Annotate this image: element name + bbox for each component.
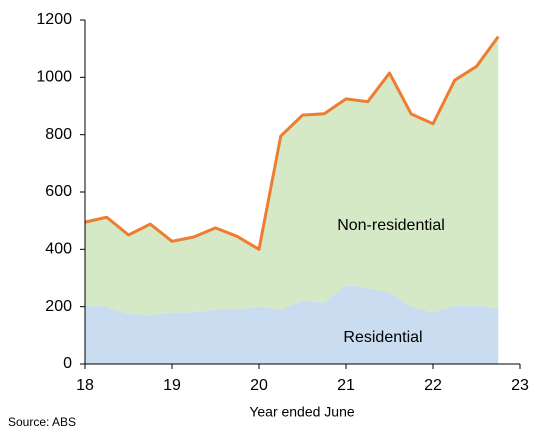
source: Source: ABS	[8, 415, 76, 429]
x-tick-label: 22	[424, 377, 442, 394]
x-tick-label: 19	[163, 377, 181, 394]
y-tick-label: 0	[63, 355, 72, 372]
x-tick-label: 20	[250, 377, 268, 394]
y-tick-label: 1200	[36, 11, 72, 28]
x-tick-label: 21	[337, 377, 355, 394]
area	[85, 36, 499, 316]
x-tick-label: 18	[76, 377, 94, 394]
y-tick-label: 600	[45, 183, 72, 200]
area-label: Residential	[343, 329, 422, 346]
x-axis-label: Year ended June	[249, 404, 355, 420]
area	[85, 285, 499, 364]
y-tick-label: 800	[45, 126, 72, 143]
total-line	[84, 35, 500, 251]
area-label: Non-residential	[337, 217, 445, 234]
y-tick-label: 400	[45, 241, 72, 258]
y-tick-label: 1000	[36, 69, 72, 86]
y-tick-label: 200	[45, 298, 72, 315]
x-tick-label: 23	[511, 377, 529, 394]
